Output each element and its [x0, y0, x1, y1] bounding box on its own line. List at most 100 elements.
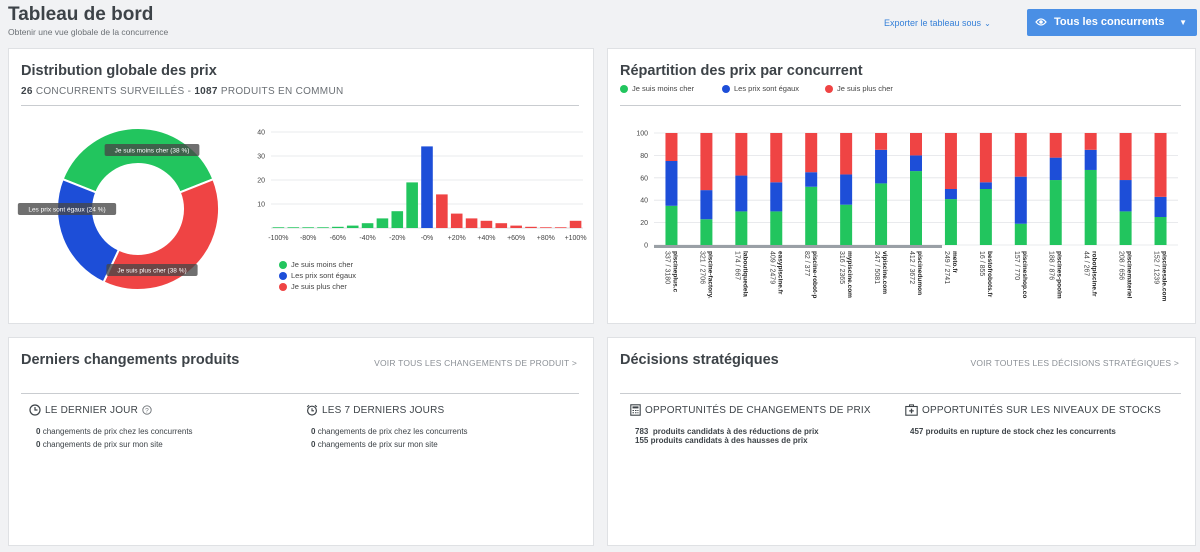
histogram-bar: [540, 227, 552, 228]
histogram-bar: [436, 194, 448, 228]
competitor-count-label: 157 / 770: [1013, 251, 1020, 280]
legend-item-more-expensive[interactable]: Je suis plus cher: [825, 84, 893, 93]
stat-text: produits candidats à des réductions de p…: [652, 427, 819, 436]
stacked-bar-segment: [1014, 133, 1027, 177]
view-all-changes-link[interactable]: VOIR TOUS LES CHANGEMENTS DE PRODUIT >: [374, 358, 577, 368]
stacked-bar-segment: [735, 175, 748, 212]
stacked-bar-segment: [805, 133, 818, 173]
competitor-count-label: 249 / 2741: [943, 251, 950, 284]
stacked-bar-segment: [875, 133, 888, 150]
price-opportunities-heading: OPPORTUNITÉS DE CHANGEMENTS DE PRIX: [630, 404, 871, 416]
histogram-bar: [346, 225, 359, 228]
legend-item-equal[interactable]: Les prix sont égaux: [722, 84, 799, 93]
donut-label: Les prix sont égaux (24 %): [28, 207, 105, 214]
stacked-bar-segment: [1084, 169, 1097, 245]
donut-label-box: [17, 203, 117, 215]
product-changes-card: Derniers changements produits VOIR TOUS …: [8, 337, 594, 546]
stacked-bar-segment: [770, 133, 783, 183]
export-label: Exporter le tableau sous: [884, 18, 982, 28]
histogram-bar: [421, 146, 433, 228]
blue-dot-icon: [722, 84, 730, 93]
stacked-bar-segment: [665, 205, 678, 245]
card-title: Répartition des prix par concurrent: [620, 63, 863, 79]
competitor-name-label: vipiscine.com: [881, 251, 888, 294]
stacked-bar-segment: [1154, 133, 1167, 197]
competitor-count-label: 16 / 855: [978, 251, 985, 276]
export-dashboard-link[interactable]: Exporter le tableau sous ⌄: [884, 18, 991, 28]
stacked-bar-segment: [700, 190, 713, 220]
legend-item-cheaper[interactable]: Je suis moins cher: [279, 260, 353, 269]
legend-label: Les prix sont égaux: [734, 84, 800, 93]
competitor-count-label: 321 / 2706: [698, 251, 705, 284]
calculator-icon: [630, 404, 641, 416]
monitoring-summary: 26 CONCURRENTS SURVEILLÉS - 1087 PRODUIT…: [21, 86, 343, 97]
histogram-bar: [272, 227, 285, 228]
stacked-bar-segment: [875, 183, 888, 245]
stat-line: 155 produits candidats à des hausses de …: [635, 436, 808, 445]
last-day-heading: LE DERNIER JOUR ?: [29, 404, 152, 416]
x-tick-label: +60%: [507, 235, 525, 242]
divider: [620, 393, 1181, 394]
competitor-name-label: easypiscine.fr: [776, 251, 783, 295]
red-dot-icon: [279, 282, 287, 291]
legend-item-more-expensive[interactable]: Je suis plus cher: [279, 282, 347, 291]
stacked-bar-segment: [1154, 196, 1167, 217]
competitor-name-label: meto.fr: [951, 251, 958, 274]
y-tick-label: 30: [257, 154, 265, 161]
page-header: Tableau de bord Obtenir une vue globale …: [0, 0, 1200, 42]
stacked-bar-segment: [1084, 133, 1097, 150]
y-tick-label: 40: [257, 130, 265, 137]
view-all-decisions-link[interactable]: VOIR TOUTES LES DÉCISIONS STRATÉGIQUES >: [970, 358, 1179, 368]
x-tick-label: -20%: [389, 235, 405, 242]
stat-text: changements de prix chez les concurrents: [42, 427, 193, 436]
stacked-bar-segment: [805, 186, 818, 245]
competitor-count-label: 316 / 2365: [838, 251, 845, 284]
first-aid-box-icon: [905, 404, 918, 416]
stat-line: 0 changements de prix sur mon site: [36, 440, 163, 449]
legend-label: Les prix sont égaux: [291, 271, 357, 280]
x-tick-label: +100%: [565, 235, 587, 242]
histogram-bar: [554, 227, 567, 228]
legend-item-cheaper[interactable]: Je suis moins cher: [620, 84, 694, 93]
competitor-name-label: piscine-robot-p: [811, 251, 818, 298]
histogram-bar: [376, 218, 389, 228]
histogram-bar: [495, 223, 508, 228]
stacked-bar-segment: [1014, 223, 1027, 245]
x-tick-label: -40%: [359, 235, 375, 242]
donut-label: Je suis plus cher (38 %): [117, 268, 186, 275]
competitor-count-label: 82 / 377: [803, 251, 810, 276]
competitor-count-label: 409 / 2479: [768, 251, 775, 284]
histogram-bar: [361, 223, 374, 228]
histogram-bar: [510, 225, 522, 228]
help-icon[interactable]: ?: [142, 405, 152, 415]
stat-count: 457: [910, 427, 924, 436]
y-tick-label: 40: [640, 198, 648, 205]
stacked-bar-segment: [805, 172, 818, 187]
clock-icon: [29, 404, 41, 416]
histogram-bar: [525, 226, 537, 228]
stacked-bar-segment: [770, 182, 783, 212]
competitor-name-label: piscineshop.co: [1021, 251, 1028, 298]
last-week-heading: LES 7 DERNIERS JOURS: [306, 404, 444, 416]
eye-icon: [1035, 18, 1047, 26]
competitors-filter-button[interactable]: Tous les concurrents ▼: [1027, 9, 1197, 36]
stat-text: produits en rupture de stock chez les co…: [925, 427, 1116, 436]
stat-line: 457 produits en rupture de stock chez le…: [910, 427, 1116, 436]
stat-line: 783 produits candidats à des réductions …: [635, 427, 819, 436]
page-title: Tableau de bord: [8, 4, 154, 25]
competitor-name-label: piscinemateriel: [1126, 251, 1133, 299]
strategic-decisions-card: Décisions stratégiques VOIR TOUTES LES D…: [607, 337, 1196, 546]
stacked-bar-segment: [1119, 211, 1132, 245]
competitor-count-label: 44 / 267: [1083, 251, 1090, 276]
histogram-bar: [480, 220, 493, 228]
stacked-bar-segment: [1154, 217, 1167, 245]
page-subtitle: Obtenir une vue globale de la concurrenc…: [8, 27, 169, 37]
y-tick-label: 80: [640, 153, 648, 160]
stacked-bar-segment: [1084, 149, 1097, 170]
donut-label: Je suis moins cher (38 %): [115, 148, 190, 155]
histogram-bar: [302, 227, 314, 228]
x-tick-label: -100%: [268, 235, 288, 242]
histogram-bar: [287, 227, 300, 228]
legend-item-equal[interactable]: Les prix sont égaux: [279, 271, 356, 280]
stacked-bar-segment: [944, 133, 957, 189]
